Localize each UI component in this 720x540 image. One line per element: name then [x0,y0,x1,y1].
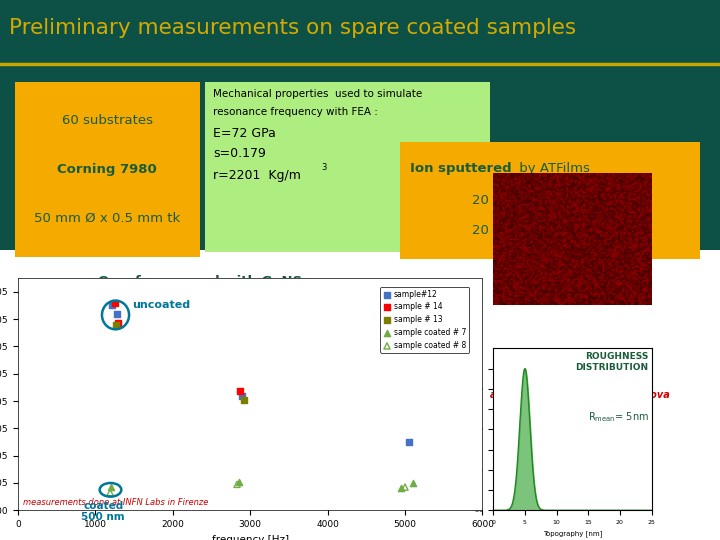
Text: uncoated: uncoated [132,300,190,310]
Text: Ion sputtered: Ion sputtered [410,162,512,175]
Text: by ATFilms: by ATFilms [515,162,590,175]
Text: 20 Tantala: 20 Tantala [472,194,545,207]
sample coated # 8 [231,480,243,489]
Text: ROUGHNESS
DISTRIBUTION: ROUGHNESS DISTRIBUTION [575,352,649,372]
Text: coated
500 nm: coated 500 nm [81,501,125,522]
Text: Preliminary measurements on spare coated samples: Preliminary measurements on spare coated… [9,18,577,38]
Legend: sample#12, sample # 14, sample # 13, sample coated # 7, sample coated # 8: sample#12, sample # 14, sample # 13, sam… [380,287,469,353]
Text: R$_{\mathrm{mean}}$= 5nm: R$_{\mathrm{mean}}$= 5nm [588,410,649,424]
X-axis label: Topography [nm]: Topography [nm] [543,531,602,537]
Text: 20 Tantala: 20 Tantala [472,224,545,237]
Text: 13: 13 [699,522,715,535]
Text: analysis by Università di Genova: analysis by Università di Genova [490,389,670,400]
Text: AFM ANALYSIS
substrates: AFM ANALYSIS substrates [555,261,635,285]
Text: 60 substrates: 60 substrates [61,114,153,127]
Text: s=0.179: s=0.179 [213,147,266,160]
X-axis label: frequency [Hz]: frequency [Hz] [212,535,289,540]
sample coated # 7 [105,483,117,491]
Text: 50 mm Ø x 0.5 mm tk: 50 mm Ø x 0.5 mm tk [34,212,180,225]
sample#12 [112,309,123,318]
sample coated # 7 [395,484,407,493]
Bar [15,82,200,257]
Text: measurements done at INFN Labs in Firenze: measurements done at INFN Labs in Firenz… [22,498,208,507]
sample coated # 7 [407,478,418,487]
Text: 500 nm: 500 nm [545,194,600,207]
sample coated # 8 [104,488,116,497]
Text: Mechanical properties  used to simulate: Mechanical properties used to simulate [213,89,422,99]
Text: resonance frequency with FEA :: resonance frequency with FEA : [213,107,378,117]
Point [237,392,248,400]
Point [403,438,415,447]
sample coated # 8 [399,483,410,491]
Text: 3: 3 [321,163,326,172]
sample # 13 [109,320,121,329]
Bar [0,250,720,540]
Text: Q vs f measured with GeNS
coated and uncoated samples: Q vs f measured with GeNS coated and unc… [88,274,312,305]
sample # 14 [109,299,120,307]
Y-axis label: Number of events: Number of events [468,401,473,457]
Text: r=2201  Kg/m: r=2201 Kg/m [213,169,301,182]
Point [235,387,246,396]
sample # 14 [112,319,124,327]
sample#12 [107,301,118,310]
sample coated # 7 [233,477,244,486]
Text: 200 nm: 200 nm [545,224,600,237]
Text: E=72 GPa: E=72 GPa [213,127,276,140]
Text: Corning 7980: Corning 7980 [57,163,157,176]
Bar [205,82,490,252]
Point [238,395,250,404]
Bar [400,142,700,259]
